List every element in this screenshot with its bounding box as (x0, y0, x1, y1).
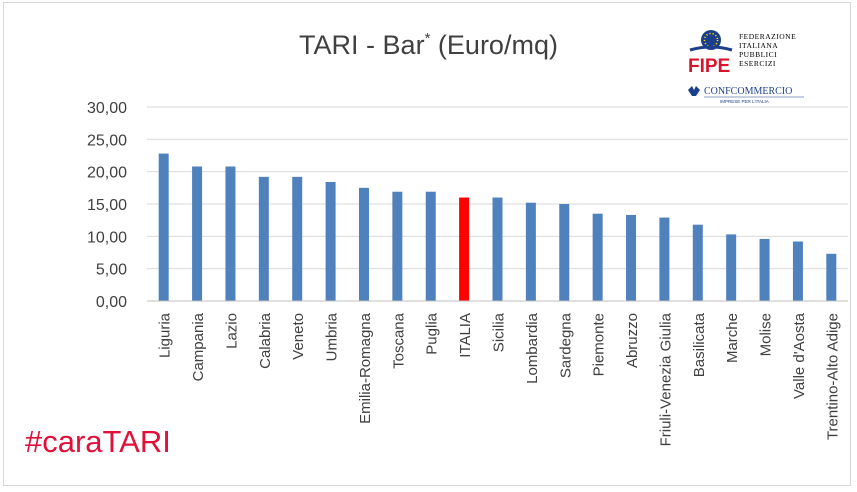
x-tick-label: Abruzzo (624, 313, 641, 368)
confcommercio-word: CONFCOMMERCIO (704, 86, 792, 97)
y-tick-label: 25,00 (87, 132, 127, 149)
x-tick-label: Trentino-Alto Adige (824, 313, 841, 440)
bar-lombardia (525, 202, 536, 301)
chart-title-text: TARI - Bar (299, 30, 425, 60)
x-tick-label: Calabria (257, 312, 274, 369)
bar-valle-d-aosta (792, 241, 803, 301)
bar-sardegna (559, 204, 570, 301)
x-tick-label: Sardegna (557, 312, 574, 378)
chart-title-unit: (Euro/mq) (437, 30, 558, 60)
fipe-line-3: PUBBLICI (739, 50, 777, 59)
fipe-line-4: ESERCIZI (739, 59, 776, 68)
bar-liguria (158, 153, 169, 301)
bar-umbria (325, 182, 336, 301)
chart-title: TARI - Bar* (Euro/mq) (0, 30, 857, 61)
bar-calabria (258, 176, 269, 301)
bar-puglia (425, 191, 436, 301)
bar-piemonte (592, 213, 603, 301)
bar-emilia-romagna (358, 187, 369, 301)
y-tick-label: 0,00 (96, 294, 127, 311)
fipe-confcommercio-logo: FIPE FEDERAZIONE ITALIANA PUBBLICI ESERC… (688, 30, 804, 104)
x-tick-label: Veneto (290, 313, 307, 360)
bar-marche (726, 234, 737, 301)
x-tick-label: ITALIA (457, 313, 474, 358)
bar-italia (459, 197, 470, 301)
bar-toscana (392, 191, 403, 301)
x-tick-label: Basilicata (691, 312, 708, 377)
x-tick-label: Sicilia (491, 312, 508, 352)
bar-friuli-venezia-giulia (659, 217, 670, 301)
y-tick-label: 10,00 (87, 229, 127, 246)
x-tick-label: Molise (758, 313, 775, 356)
fipe-word: FIPE (688, 56, 730, 77)
x-tick-label: Friuli-Venezia Giulia (657, 312, 674, 446)
eagle-icon (688, 86, 700, 96)
x-tick-label: Umbria (324, 312, 341, 361)
x-tick-label: Liguria (157, 312, 174, 358)
x-tick-label: Toscana (390, 312, 407, 369)
bar-lazio (225, 166, 236, 301)
confcommercio-tagline: IMPRESE PER L'ITALIA (720, 99, 769, 104)
fipe-line-1: FEDERAZIONE (739, 32, 796, 41)
hashtag: #caraTARI (25, 424, 171, 459)
bar-campania (192, 166, 203, 301)
y-tick-label: 20,00 (87, 165, 127, 182)
chart-title-asterisk: * (424, 30, 431, 47)
y-tick-label: 15,00 (87, 197, 127, 214)
bar-basilicata (692, 224, 703, 301)
bar-veneto (292, 176, 303, 301)
x-tick-label: Emilia-Romagna (357, 312, 374, 424)
bar-sicilia (492, 197, 503, 301)
bar-trentino-alto-adige (826, 253, 837, 301)
x-tick-label: Valle d'Aosta (791, 312, 808, 399)
x-tick-label: Lombardia (524, 312, 541, 384)
bar-molise (759, 238, 770, 301)
x-tick-label: Puglia (424, 312, 441, 354)
y-tick-label: 5,00 (96, 262, 127, 279)
x-tick-label: Marche (724, 313, 741, 363)
bar-abruzzo (626, 214, 637, 301)
y-tick-label: 30,00 (87, 100, 127, 117)
x-tick-label: Piemonte (591, 313, 608, 376)
fipe-line-2: ITALIANA (739, 41, 778, 50)
x-tick-label: Campania (190, 312, 207, 381)
x-tick-label: Lazio (223, 313, 240, 349)
